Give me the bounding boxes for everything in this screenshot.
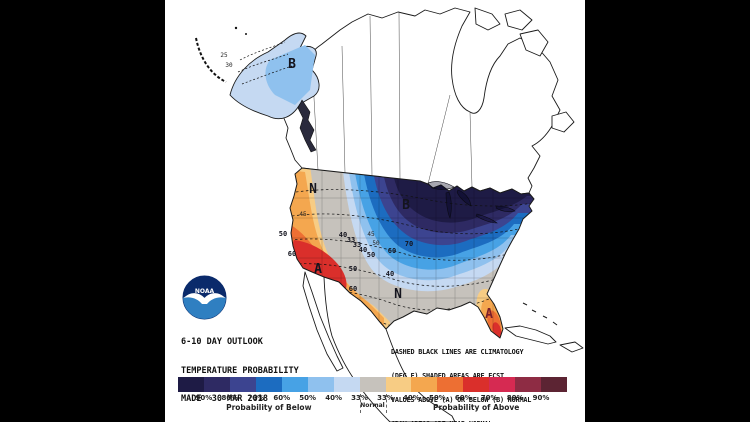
above-normal-label: A (314, 262, 322, 277)
note-line: DASHED BLACK LINES ARE CLIMATOLOGY (391, 348, 524, 356)
alaska-panhandle (297, 99, 317, 153)
title-line: 6-10 DAY OUTLOOK (181, 337, 263, 347)
map-label: 45 (367, 231, 375, 238)
map-label: 60 (349, 285, 357, 293)
canada-outline (279, 7, 575, 195)
cuba-outline (504, 325, 557, 345)
map-label: 50 (367, 251, 375, 259)
note-line: (DEG F) SHADED AREAS ARE FCST (391, 372, 504, 380)
map-label: 40 (359, 246, 367, 254)
noaa-logo-text: NOAA (195, 288, 215, 295)
map-label: 25 (220, 52, 228, 59)
map-label: 45 (299, 211, 307, 218)
below-normal-label: B (402, 198, 410, 213)
map-label: 50 (372, 240, 380, 247)
south-near-normal-label: N (394, 287, 402, 302)
outlook-title-block: 6-10 DAY OUTLOOK TEMPERATURE PROBABILITY… (181, 319, 304, 422)
outlook-map-panel: B N B A N A 50 60 40 33 33 40 50 60 70 40 50 60 25 30 45 45 50… (165, 0, 585, 422)
map-label: 60 (388, 247, 396, 255)
map-label: 40 (386, 270, 394, 278)
note-line: VALUES ABOVE (A) OR BELOW (B) NORMAL (391, 396, 532, 404)
title-line: TEMPERATURE PROBABILITY (181, 365, 299, 376)
note-line: GRAY AREAS ARE NEAR-NORMAL (391, 420, 531, 422)
legend-note-block: DASHED BLACK LINES ARE CLIMATOLOGY (DEG … (391, 332, 531, 422)
title-line: MADE 30 MAR 2018 (181, 394, 268, 404)
alaska-region (195, 26, 320, 153)
map-label: 33 (353, 241, 361, 249)
map-label: 70 (405, 240, 413, 248)
map-label: 50 (279, 230, 287, 238)
alaska-below-label: B (288, 57, 296, 72)
noaa-logo: NOAA (182, 275, 227, 320)
aleutian-chain (195, 37, 227, 83)
map-label: 60 (288, 250, 296, 258)
map-label: 50 (349, 265, 357, 273)
northwest-near-normal-label: N (309, 182, 317, 197)
great-lakes (427, 181, 516, 224)
map-label: 30 (225, 62, 233, 69)
bahamas-islands (522, 302, 558, 326)
alaska-climatology-lines (237, 41, 293, 85)
map-label: 40 (339, 231, 347, 239)
us-outline (289, 167, 535, 339)
map-label: 33 (347, 236, 355, 244)
hispaniola-outline (559, 341, 584, 353)
florida-above-label: A (485, 307, 493, 322)
